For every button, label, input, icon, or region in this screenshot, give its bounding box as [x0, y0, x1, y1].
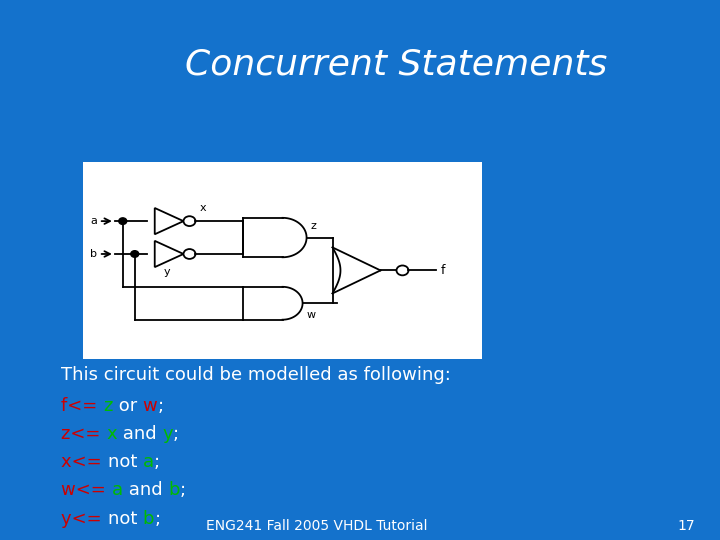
Text: and: and: [123, 482, 168, 500]
Text: z: z: [310, 221, 317, 231]
Text: ENG241 Fall 2005 VHDL Tutorial: ENG241 Fall 2005 VHDL Tutorial: [206, 519, 428, 534]
Text: z: z: [103, 397, 112, 415]
Circle shape: [131, 251, 139, 257]
Text: ;: ;: [154, 510, 161, 528]
Text: b: b: [90, 249, 96, 259]
Text: a: a: [90, 216, 96, 226]
Text: y: y: [162, 426, 173, 443]
Text: 17: 17: [678, 519, 695, 534]
Text: w: w: [143, 397, 158, 415]
Text: ;: ;: [158, 397, 163, 415]
Text: w: w: [307, 310, 315, 320]
Text: a: a: [143, 454, 154, 471]
Text: y: y: [163, 267, 170, 277]
Text: not: not: [107, 454, 143, 471]
Text: f<=: f<=: [61, 397, 103, 415]
Text: z<=: z<=: [61, 426, 107, 443]
Text: or: or: [112, 397, 143, 415]
Text: b: b: [143, 510, 154, 528]
Text: This circuit could be modelled as following:: This circuit could be modelled as follow…: [61, 366, 451, 384]
Text: w<=: w<=: [61, 482, 112, 500]
Text: b: b: [168, 482, 180, 500]
Bar: [83, 162, 482, 359]
Text: y<=: y<=: [61, 510, 107, 528]
Text: ;: ;: [154, 454, 160, 471]
Text: x: x: [199, 203, 206, 213]
Text: x<=: x<=: [61, 454, 107, 471]
Text: not: not: [107, 510, 143, 528]
Text: ;: ;: [180, 482, 186, 500]
Text: Concurrent Statements: Concurrent Statements: [185, 48, 607, 82]
Text: ;: ;: [173, 426, 179, 443]
Text: a: a: [112, 482, 123, 500]
Circle shape: [119, 218, 127, 225]
Text: f: f: [441, 264, 445, 277]
Text: x: x: [107, 426, 117, 443]
Text: and: and: [117, 426, 162, 443]
